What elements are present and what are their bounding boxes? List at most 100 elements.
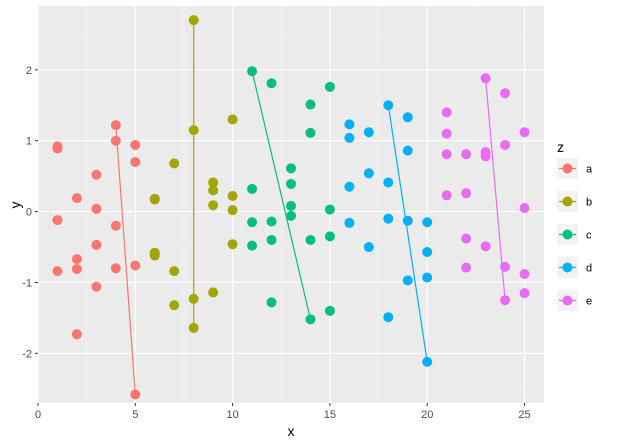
data-point-c <box>324 204 335 215</box>
legend-label-c: c <box>586 230 592 242</box>
data-point-e <box>480 241 491 252</box>
data-point-e <box>441 107 452 118</box>
x-tick-label: 15 <box>324 409 336 421</box>
data-point-c <box>305 127 316 138</box>
legend-label-a: a <box>586 164 593 176</box>
data-point-b <box>188 293 199 304</box>
data-point-d <box>402 145 413 156</box>
data-point-c <box>247 240 258 251</box>
series-a-segment <box>115 125 136 395</box>
legend-key-point <box>562 229 573 240</box>
data-point-d <box>344 119 355 130</box>
data-point-a <box>110 263 121 274</box>
legend-key-point <box>562 196 573 207</box>
x-tick-label: 10 <box>226 409 238 421</box>
data-point-a <box>130 156 141 167</box>
legend-label-e: e <box>586 296 592 308</box>
data-point-a <box>130 260 141 271</box>
data-point-e <box>441 190 452 201</box>
data-point-a <box>130 389 141 400</box>
data-point-c <box>324 305 335 316</box>
data-point-d <box>422 356 433 367</box>
data-point-a <box>91 281 102 292</box>
data-point-d <box>383 312 394 323</box>
data-point-a <box>110 135 121 146</box>
data-point-b <box>188 15 199 26</box>
data-point-d <box>383 177 394 188</box>
data-point-c <box>286 178 296 189</box>
data-point-b <box>227 239 238 250</box>
y-tick-label: 2 <box>26 65 32 77</box>
data-point-e <box>519 268 530 279</box>
data-point-a <box>130 139 141 150</box>
data-point-b <box>169 158 180 169</box>
data-point-c <box>247 183 258 194</box>
data-point-a <box>52 215 63 226</box>
data-point-c <box>324 81 335 92</box>
data-point-a <box>71 264 82 275</box>
data-point-b <box>149 250 160 261</box>
data-point-a <box>110 120 121 131</box>
data-point-e <box>461 262 472 273</box>
data-point-a <box>52 143 63 154</box>
legend-label-d: d <box>586 263 592 275</box>
legend-key-point <box>562 295 573 306</box>
data-point-e <box>500 295 511 306</box>
data-points <box>52 15 530 400</box>
data-point-d <box>363 168 374 179</box>
legend-item-b: b <box>557 191 592 212</box>
legend: z a b c d e <box>557 139 593 311</box>
series-segments <box>115 20 506 395</box>
data-point-a <box>71 254 82 265</box>
data-point-c <box>286 200 296 211</box>
data-point-e <box>461 233 472 244</box>
y-tick-label: -1 <box>22 277 32 289</box>
data-point-c <box>305 234 316 245</box>
y-axis-ticks: -2 -1 0 1 2 <box>22 65 38 360</box>
data-point-c <box>305 99 316 110</box>
data-point-d <box>344 217 355 228</box>
data-point-e <box>500 88 511 99</box>
series-c-segment <box>251 71 312 320</box>
data-point-b <box>169 266 180 277</box>
data-point-e <box>519 203 530 214</box>
data-point-b <box>208 287 219 298</box>
legend-item-a: a <box>557 158 593 179</box>
data-point-e <box>461 149 472 160</box>
data-point-e <box>461 188 472 199</box>
data-point-d <box>344 181 355 192</box>
data-point-b <box>227 114 238 125</box>
legend-title: z <box>557 139 564 155</box>
data-point-c <box>247 217 258 228</box>
y-tick-label: 0 <box>26 207 32 219</box>
data-point-b <box>149 194 160 205</box>
x-tick-label: 20 <box>421 409 433 421</box>
legend-item-d: d <box>557 257 592 278</box>
data-point-b <box>227 190 238 201</box>
x-axis-title: x <box>288 423 295 439</box>
data-point-d <box>363 242 374 253</box>
data-point-c <box>247 66 258 77</box>
data-point-e <box>480 73 491 84</box>
data-point-d <box>383 213 394 224</box>
data-point-b <box>169 300 180 311</box>
y-tick-label: -2 <box>22 348 32 360</box>
legend-label-b: b <box>586 197 592 209</box>
data-point-c <box>305 314 316 325</box>
data-point-c <box>266 234 277 245</box>
data-point-e <box>500 139 511 150</box>
data-point-a <box>91 203 102 214</box>
data-point-c <box>266 78 277 89</box>
data-point-e <box>519 127 530 138</box>
minor-gridlines <box>38 6 544 403</box>
data-point-a <box>110 220 121 231</box>
data-point-e <box>519 288 530 299</box>
data-point-b <box>208 177 219 188</box>
data-point-d <box>422 272 433 283</box>
data-point-c <box>286 163 296 174</box>
data-point-e <box>500 261 511 272</box>
data-point-e <box>441 149 452 160</box>
legend-key-point <box>562 262 573 273</box>
data-point-d <box>422 217 433 228</box>
data-point-c <box>324 231 335 242</box>
